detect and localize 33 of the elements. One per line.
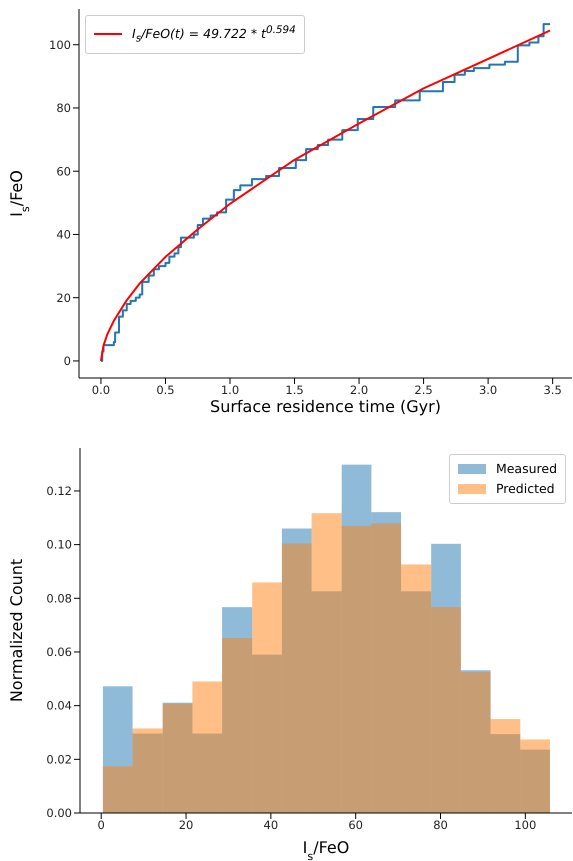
y-tick-label: 20 — [56, 290, 71, 305]
x-tick-label: 1.5 — [285, 383, 304, 398]
y-tick-label: 40 — [56, 228, 71, 242]
x-axis-title: I$_{s}$/FeO — [302, 838, 350, 861]
x-tick-label: 2.0 — [350, 383, 368, 398]
x-tick-label: 0.0 — [92, 383, 110, 398]
y-tick-label: 0.02 — [46, 752, 72, 766]
x-tick-label: 60 — [348, 818, 364, 832]
y-tick-label: 0.08 — [46, 591, 72, 606]
x-axis-title: Surface residence time (Gyr) — [210, 397, 441, 416]
y-tick-label: 100 — [49, 38, 71, 52]
legend-label: Measured — [496, 460, 557, 478]
x-tick-label: 3.0 — [478, 383, 498, 398]
x-tick-label: 80 — [433, 818, 448, 832]
y-tick-label: 0.12 — [46, 484, 72, 498]
x-tick-label: 0 — [98, 818, 105, 832]
x-tick-label: 1.0 — [220, 383, 240, 398]
legend-label: Predicted — [496, 480, 555, 498]
y-tick-label: 0.04 — [46, 698, 72, 713]
y-tick-label: 60 — [56, 164, 71, 178]
y-tick-label: 80 — [56, 101, 71, 116]
x-tick-label: 2.5 — [414, 383, 433, 398]
x-tick-label: 0.5 — [156, 383, 175, 398]
x-tick-label: 20 — [178, 818, 194, 832]
x-tick-label: 100 — [514, 818, 536, 832]
x-tick-label: 40 — [264, 818, 278, 832]
y-tick-label: 0.00 — [46, 806, 72, 820]
y-axis-title: Normalized Count — [7, 558, 26, 702]
y-tick-label: 0.10 — [46, 538, 72, 552]
y-tick-label: 0.06 — [46, 645, 72, 660]
x-tick-label: 3.5 — [543, 383, 562, 398]
legend-label: I$_{s}$/FeO(t) = 49.722 * t$^{0.594}$ — [132, 23, 296, 47]
y-tick-label: 0 — [64, 354, 71, 368]
